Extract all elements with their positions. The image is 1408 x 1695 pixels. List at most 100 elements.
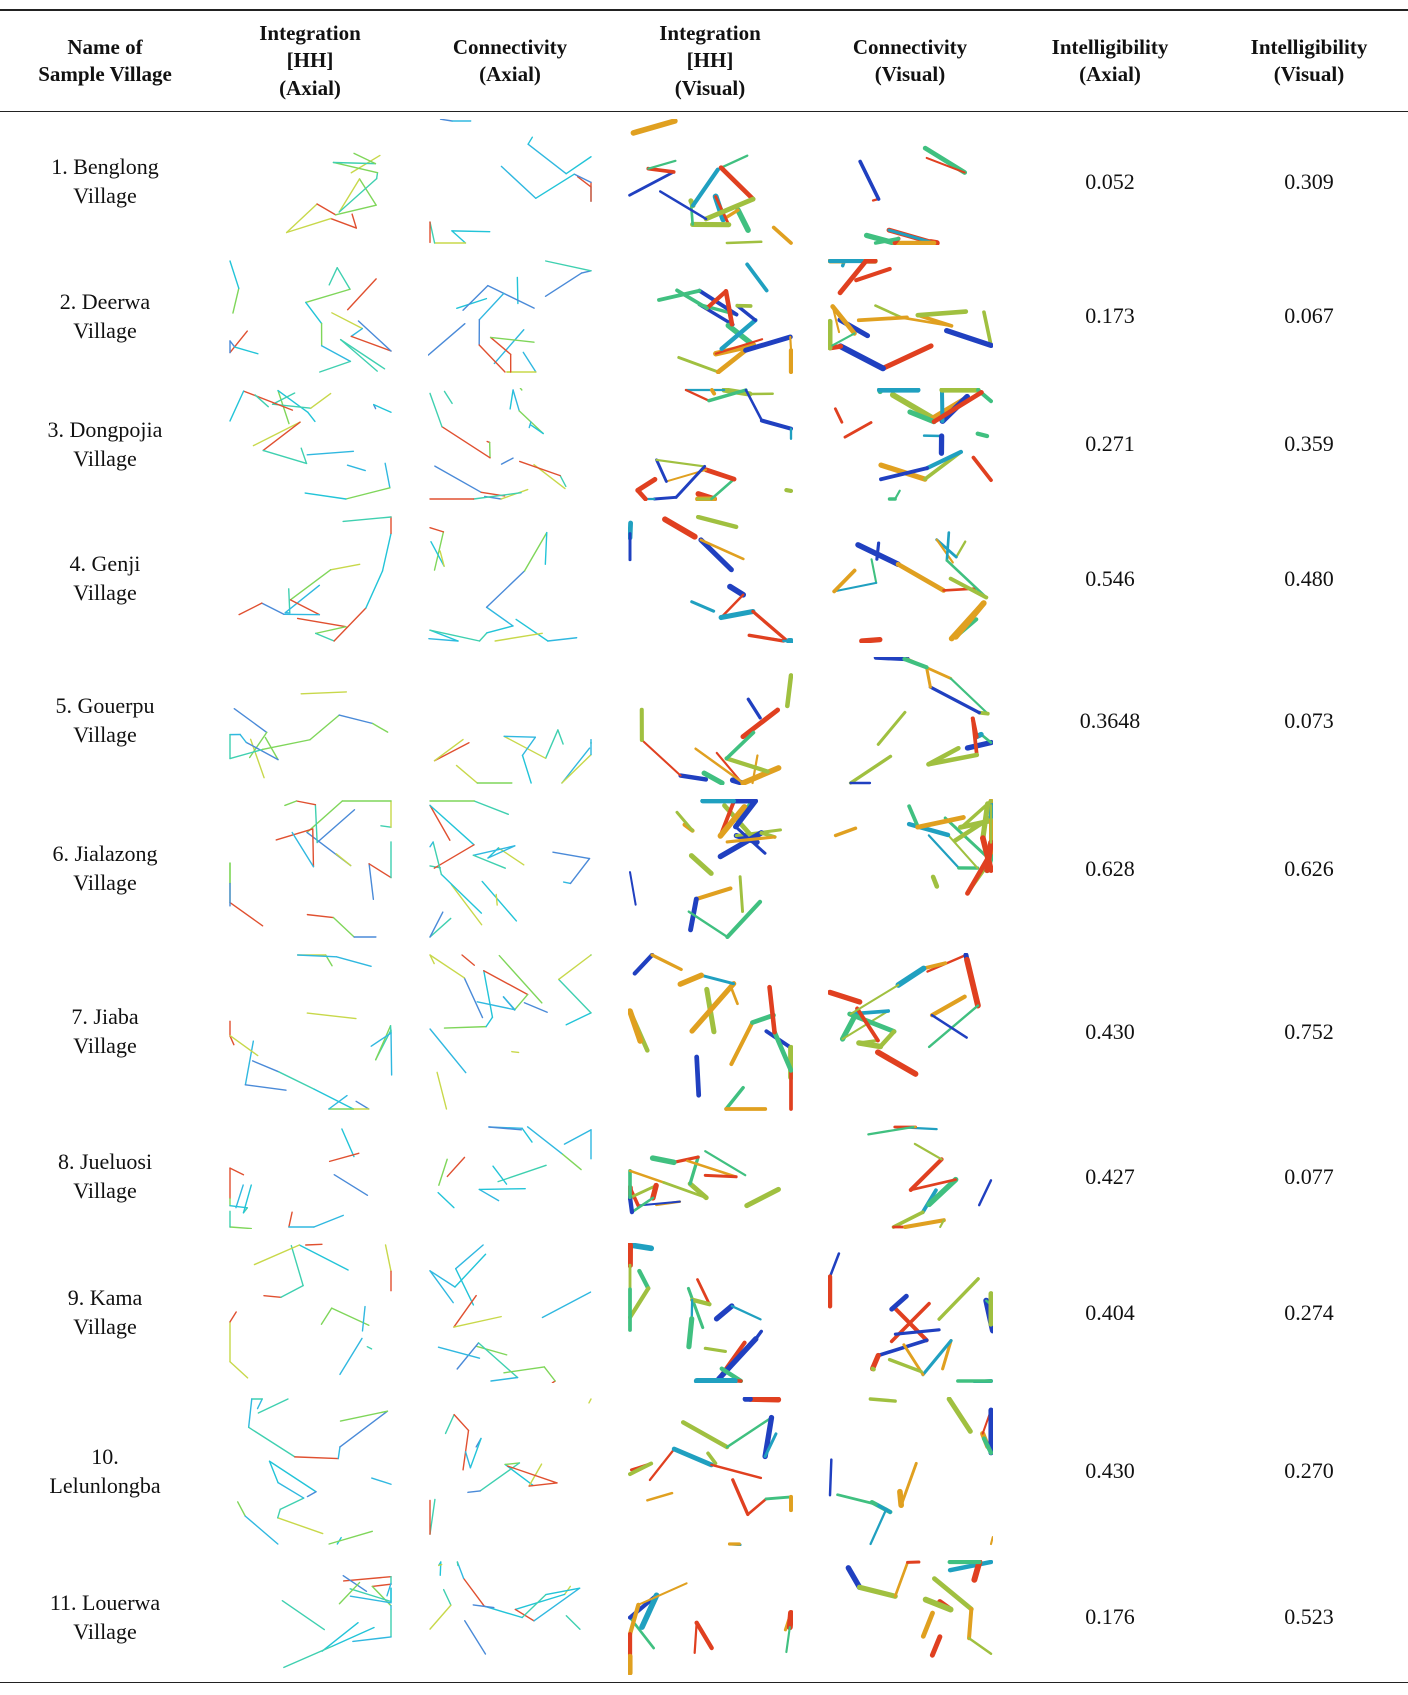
map-segment xyxy=(430,1271,455,1287)
map-segment xyxy=(542,1292,590,1317)
map-segment xyxy=(641,740,680,776)
map-segment xyxy=(876,543,878,559)
map-segment xyxy=(726,1088,743,1109)
intelligibility-axial: 0.430 xyxy=(1010,946,1210,1118)
map-segment xyxy=(255,395,268,407)
map-segment xyxy=(973,458,991,481)
map-segment xyxy=(837,1495,876,1505)
axial-map xyxy=(228,1243,393,1383)
map-segment xyxy=(761,421,790,429)
map-segment xyxy=(535,174,574,198)
map-segment xyxy=(301,448,306,463)
map-segment xyxy=(504,736,545,758)
map-segment xyxy=(633,121,674,133)
map-segment xyxy=(333,918,354,937)
map-segment xyxy=(440,119,452,121)
map-cell xyxy=(410,946,610,1118)
map-segment xyxy=(371,1033,391,1046)
map-segment xyxy=(343,517,391,521)
map-cell xyxy=(210,381,410,508)
map-cell xyxy=(610,1553,810,1682)
header-text: (Visual) xyxy=(675,75,745,102)
map-segment xyxy=(956,542,965,557)
map-segment xyxy=(438,1193,454,1208)
map-segment xyxy=(483,971,527,995)
map-segment xyxy=(898,968,923,985)
map-segment xyxy=(638,1583,686,1605)
map-segment xyxy=(280,1498,303,1509)
intelligibility-axial: 0.430 xyxy=(1010,1390,1210,1553)
map-segment xyxy=(566,1616,580,1630)
intelligibility-visual: 0.073 xyxy=(1210,650,1408,792)
map-segment xyxy=(528,144,566,174)
map-segment xyxy=(726,758,767,771)
map-segment xyxy=(726,242,760,243)
intelligibility-axial: 0.052 xyxy=(1010,112,1210,252)
map-segment xyxy=(729,587,742,595)
village-name: 2. DeerwaVillage xyxy=(0,252,210,381)
map-segment xyxy=(330,219,356,229)
table-row: 4. GenjiVillage0.5460.480 xyxy=(0,508,1408,650)
map-segment xyxy=(277,1509,279,1517)
map-segment xyxy=(949,1399,970,1431)
map-segment xyxy=(524,533,546,571)
value-text: 0.067 xyxy=(1284,302,1334,331)
axial-map xyxy=(228,1397,393,1546)
axial-map xyxy=(228,1560,393,1675)
map-segment xyxy=(520,388,521,390)
map-segment xyxy=(339,715,373,723)
map-segment xyxy=(786,490,791,491)
map-segment xyxy=(230,1362,248,1378)
map-cell xyxy=(410,112,610,252)
map-segment xyxy=(455,1269,473,1305)
map-segment xyxy=(479,293,503,319)
map-segment xyxy=(434,740,463,761)
map-segment xyxy=(437,1072,446,1109)
page: {"table": { "header": [["Name of", "Samp… xyxy=(0,0,1408,1695)
map-cell xyxy=(210,792,410,946)
map-segment xyxy=(339,179,359,212)
header-text: [HH] xyxy=(287,47,334,74)
map-segment xyxy=(230,1227,251,1229)
map-segment xyxy=(307,1492,316,1497)
map-segment xyxy=(630,1245,651,1248)
value-text: 0.270 xyxy=(1284,1457,1334,1486)
map-segment xyxy=(718,1339,755,1379)
map-cell xyxy=(210,946,410,1118)
map-segment xyxy=(313,1215,342,1227)
map-segment xyxy=(451,231,465,243)
map-cell xyxy=(810,792,1010,946)
village-name-line: Village xyxy=(73,869,136,898)
map-segment xyxy=(232,288,238,313)
map-segment xyxy=(731,1306,760,1319)
map-segment xyxy=(258,1399,288,1413)
map-segment xyxy=(742,710,777,737)
map-segment xyxy=(237,1502,245,1516)
visual-map xyxy=(628,953,793,1111)
map-segment xyxy=(840,346,882,368)
map-segment xyxy=(430,1605,451,1629)
map-segment xyxy=(486,571,524,607)
village-name-line: 4. Genji xyxy=(70,550,141,579)
map-segment xyxy=(514,995,527,1010)
map-segment xyxy=(563,882,570,883)
map-cell xyxy=(810,1553,1010,1682)
value-text: 0.404 xyxy=(1085,1299,1135,1328)
map-segment xyxy=(750,1399,778,1400)
intelligibility-axial: 0.3648 xyxy=(1010,650,1210,792)
village-name-line: 7. Jiaba xyxy=(71,1003,138,1032)
map-segment xyxy=(430,918,451,937)
map-cell xyxy=(610,381,810,508)
map-segment xyxy=(230,1036,258,1056)
village-name-line: 10. xyxy=(91,1443,119,1472)
village-name-line: 6. Jialazong xyxy=(52,840,157,869)
map-segment xyxy=(351,329,362,337)
map-segment xyxy=(428,324,465,355)
map-segment xyxy=(946,331,990,346)
map-segment xyxy=(430,955,464,978)
map-segment xyxy=(696,888,730,899)
map-segment xyxy=(951,603,983,638)
map-segment xyxy=(630,872,636,905)
